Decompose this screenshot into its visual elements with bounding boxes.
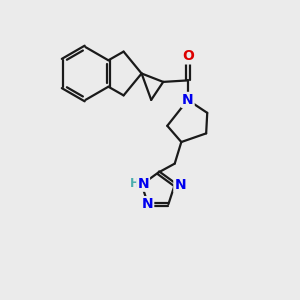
- Text: H: H: [130, 177, 140, 190]
- Text: O: O: [182, 50, 194, 63]
- Text: N: N: [137, 177, 149, 191]
- Text: N: N: [174, 178, 186, 192]
- Text: N: N: [182, 93, 194, 107]
- Text: N: N: [142, 197, 153, 211]
